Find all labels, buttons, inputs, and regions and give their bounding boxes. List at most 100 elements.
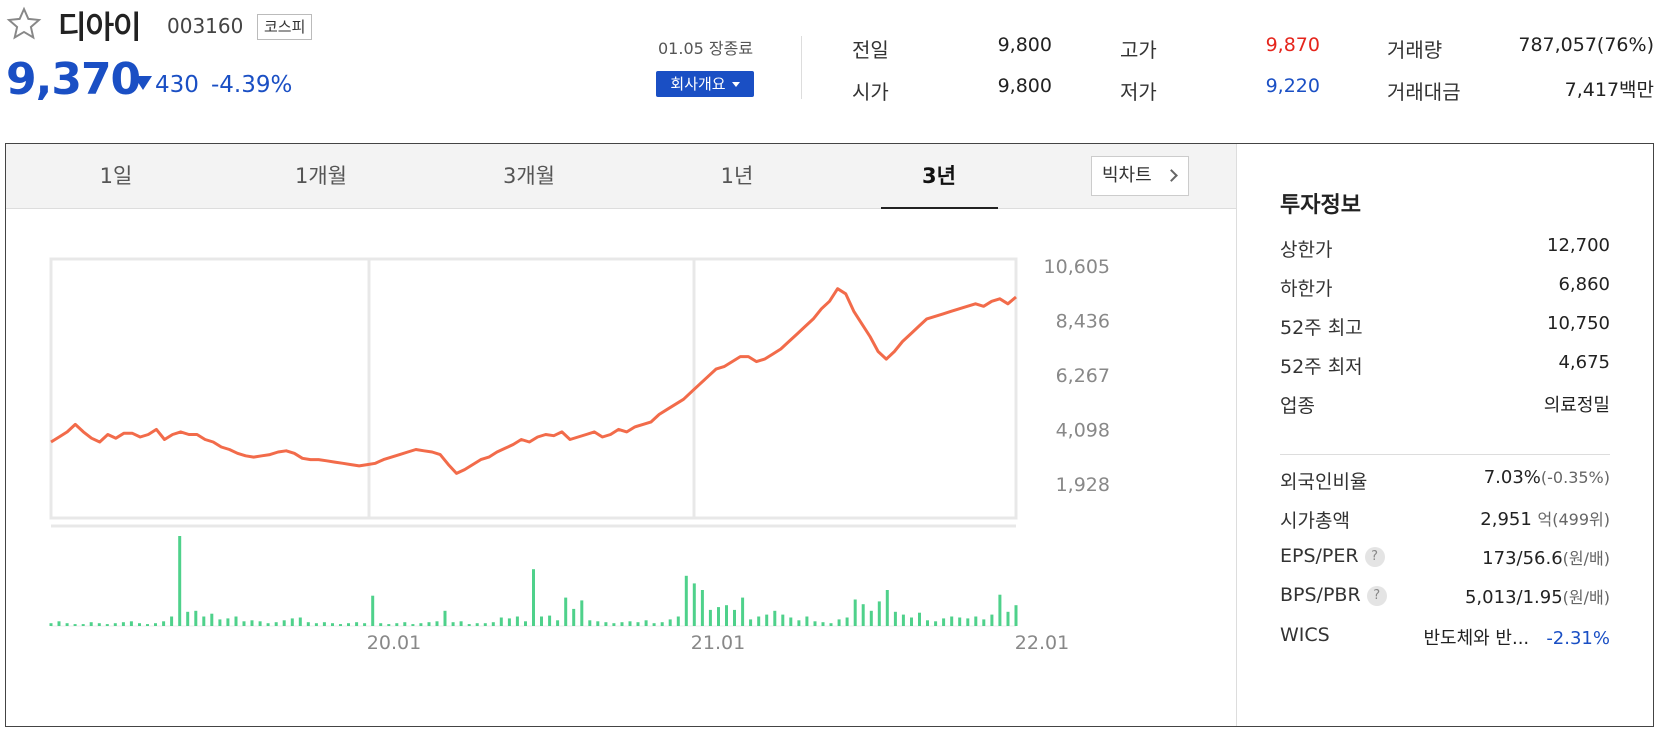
volume-bar [339,624,342,626]
price-chart: 10,605 8,436 6,267 4,098 1,928 20.01 21.01 22.0… [49,256,1110,654]
volume-bar [89,622,93,626]
lower-limit-label: 하한가 [1280,278,1333,300]
help-icon[interactable]: ? [1366,585,1387,606]
market-cap-unit: 억(499위) [1537,510,1610,529]
volume-bar [580,600,584,626]
volume-bar [146,624,149,626]
wics-label: WICS [1280,624,1330,646]
low-value: 9,220 [1265,75,1320,97]
volume-bar [475,623,479,626]
foreign-ratio-label: 외국인비율 [1280,471,1368,493]
volume-bar [757,616,761,626]
market-close-status: 01.05 장종료 [658,39,754,58]
volume-bar [57,621,61,626]
stock-name: 디아이 [58,10,142,46]
volume-bar [845,617,849,626]
change-amount: 430 [155,72,199,98]
caret-down-icon [731,82,740,87]
low52-row: 52주 최저 4,675 [1280,352,1610,380]
price-chart-area: 10,605 8,436 6,267 4,098 1,928 20.01 21.01 22.0… [6,210,1236,728]
volume-bar [532,569,535,626]
volume-bar [435,621,439,626]
volume-bar [644,620,648,626]
high-label: 고가 [1120,38,1157,62]
price-line [50,287,1017,475]
volume-bar [170,616,174,626]
market-badge: 코스피 [257,14,313,40]
volume-bar [918,612,921,626]
favorite-star-icon[interactable] [6,6,42,42]
tab-3month[interactable]: 3개월 [502,164,555,188]
volume-bar [966,618,970,626]
volume-bar [379,623,383,626]
tab-3year[interactable]: 3년 [922,164,956,188]
volume-bar [990,614,994,626]
volume-bar [395,623,399,626]
volume-bar [491,622,495,626]
volume-bar [668,619,672,626]
wics-row: WICS 반도체와 반... -2.31% [1280,624,1610,652]
volume-bar [371,595,375,626]
volume-bar [81,624,85,626]
wics-sector[interactable]: 반도체와 반... [1423,628,1530,649]
tab-1day[interactable]: 1일 [99,164,133,188]
volume-bar [765,614,769,626]
volume-bar [1014,605,1018,626]
header-divider [801,36,802,99]
volume-bar [258,621,262,626]
big-chart-button[interactable]: 빅차트 [1091,156,1189,196]
volume-bar [113,623,117,626]
volume-bar [1006,611,1010,626]
x-tick-label: 21.01 [691,632,745,654]
volume-bar [901,614,905,626]
bps-pbr-label: BPS/PBR [1280,584,1361,606]
company-overview-button[interactable]: 회사개요 [656,71,754,97]
volume-bar [210,613,214,626]
volume-bar [958,617,962,626]
volume-bar [306,622,310,626]
volume-bar [749,619,753,626]
volume-bar [507,618,511,626]
foreign-ratio-change: (-0.35%) [1540,468,1610,487]
trade-amount-value: 7,417백만 [1564,79,1654,101]
wics-change: -2.31% [1546,628,1610,649]
tab-1month[interactable]: 1개월 [294,164,347,188]
volume-bar [515,616,519,626]
help-icon[interactable]: ? [1364,546,1385,567]
volume-bar [636,622,640,626]
volume-bar [700,590,704,626]
volume-bar [403,622,407,626]
volume-bar [837,619,841,626]
volume-bar [121,622,125,626]
bps-pbr-label-wrap: BPS/PBR? [1280,584,1387,606]
low52-value: 4,675 [1558,352,1610,373]
side-divider [1236,144,1237,726]
volume-bar [684,575,688,626]
volume-bar [202,616,206,626]
volume-bar [218,619,222,626]
volume-bar [105,624,109,626]
y-tick-label: 10,605 [1044,256,1110,278]
prev-close-label: 전일 [852,38,889,62]
foreign-ratio-value: 7.03%(-0.35%) [1484,467,1610,488]
volume-bar [411,624,415,626]
period-tabs: 1일 1개월 3개월 1년 3년 빅차트 [6,144,1236,209]
volume-bar [250,620,254,626]
volume-bar [331,623,334,626]
volume-bar [154,623,157,626]
x-tick-label: 20.01 [367,632,421,654]
volume-bar [741,597,745,626]
open-label: 시가 [852,80,889,104]
volume-bar [363,623,367,626]
chevron-right-icon [1165,169,1178,182]
y-tick-label: 4,098 [1056,420,1110,442]
sector-value[interactable]: 의료정밀 [1543,395,1610,416]
foreign-ratio-row: 외국인비율 7.03%(-0.35%) [1280,467,1610,495]
volume-bar [387,624,391,626]
volume-bar [620,622,624,626]
volume-bar [138,623,141,626]
volume-bar [97,623,101,626]
volume-bar [877,601,881,626]
chart-frame [49,257,1018,520]
tab-1year[interactable]: 1년 [720,164,754,188]
